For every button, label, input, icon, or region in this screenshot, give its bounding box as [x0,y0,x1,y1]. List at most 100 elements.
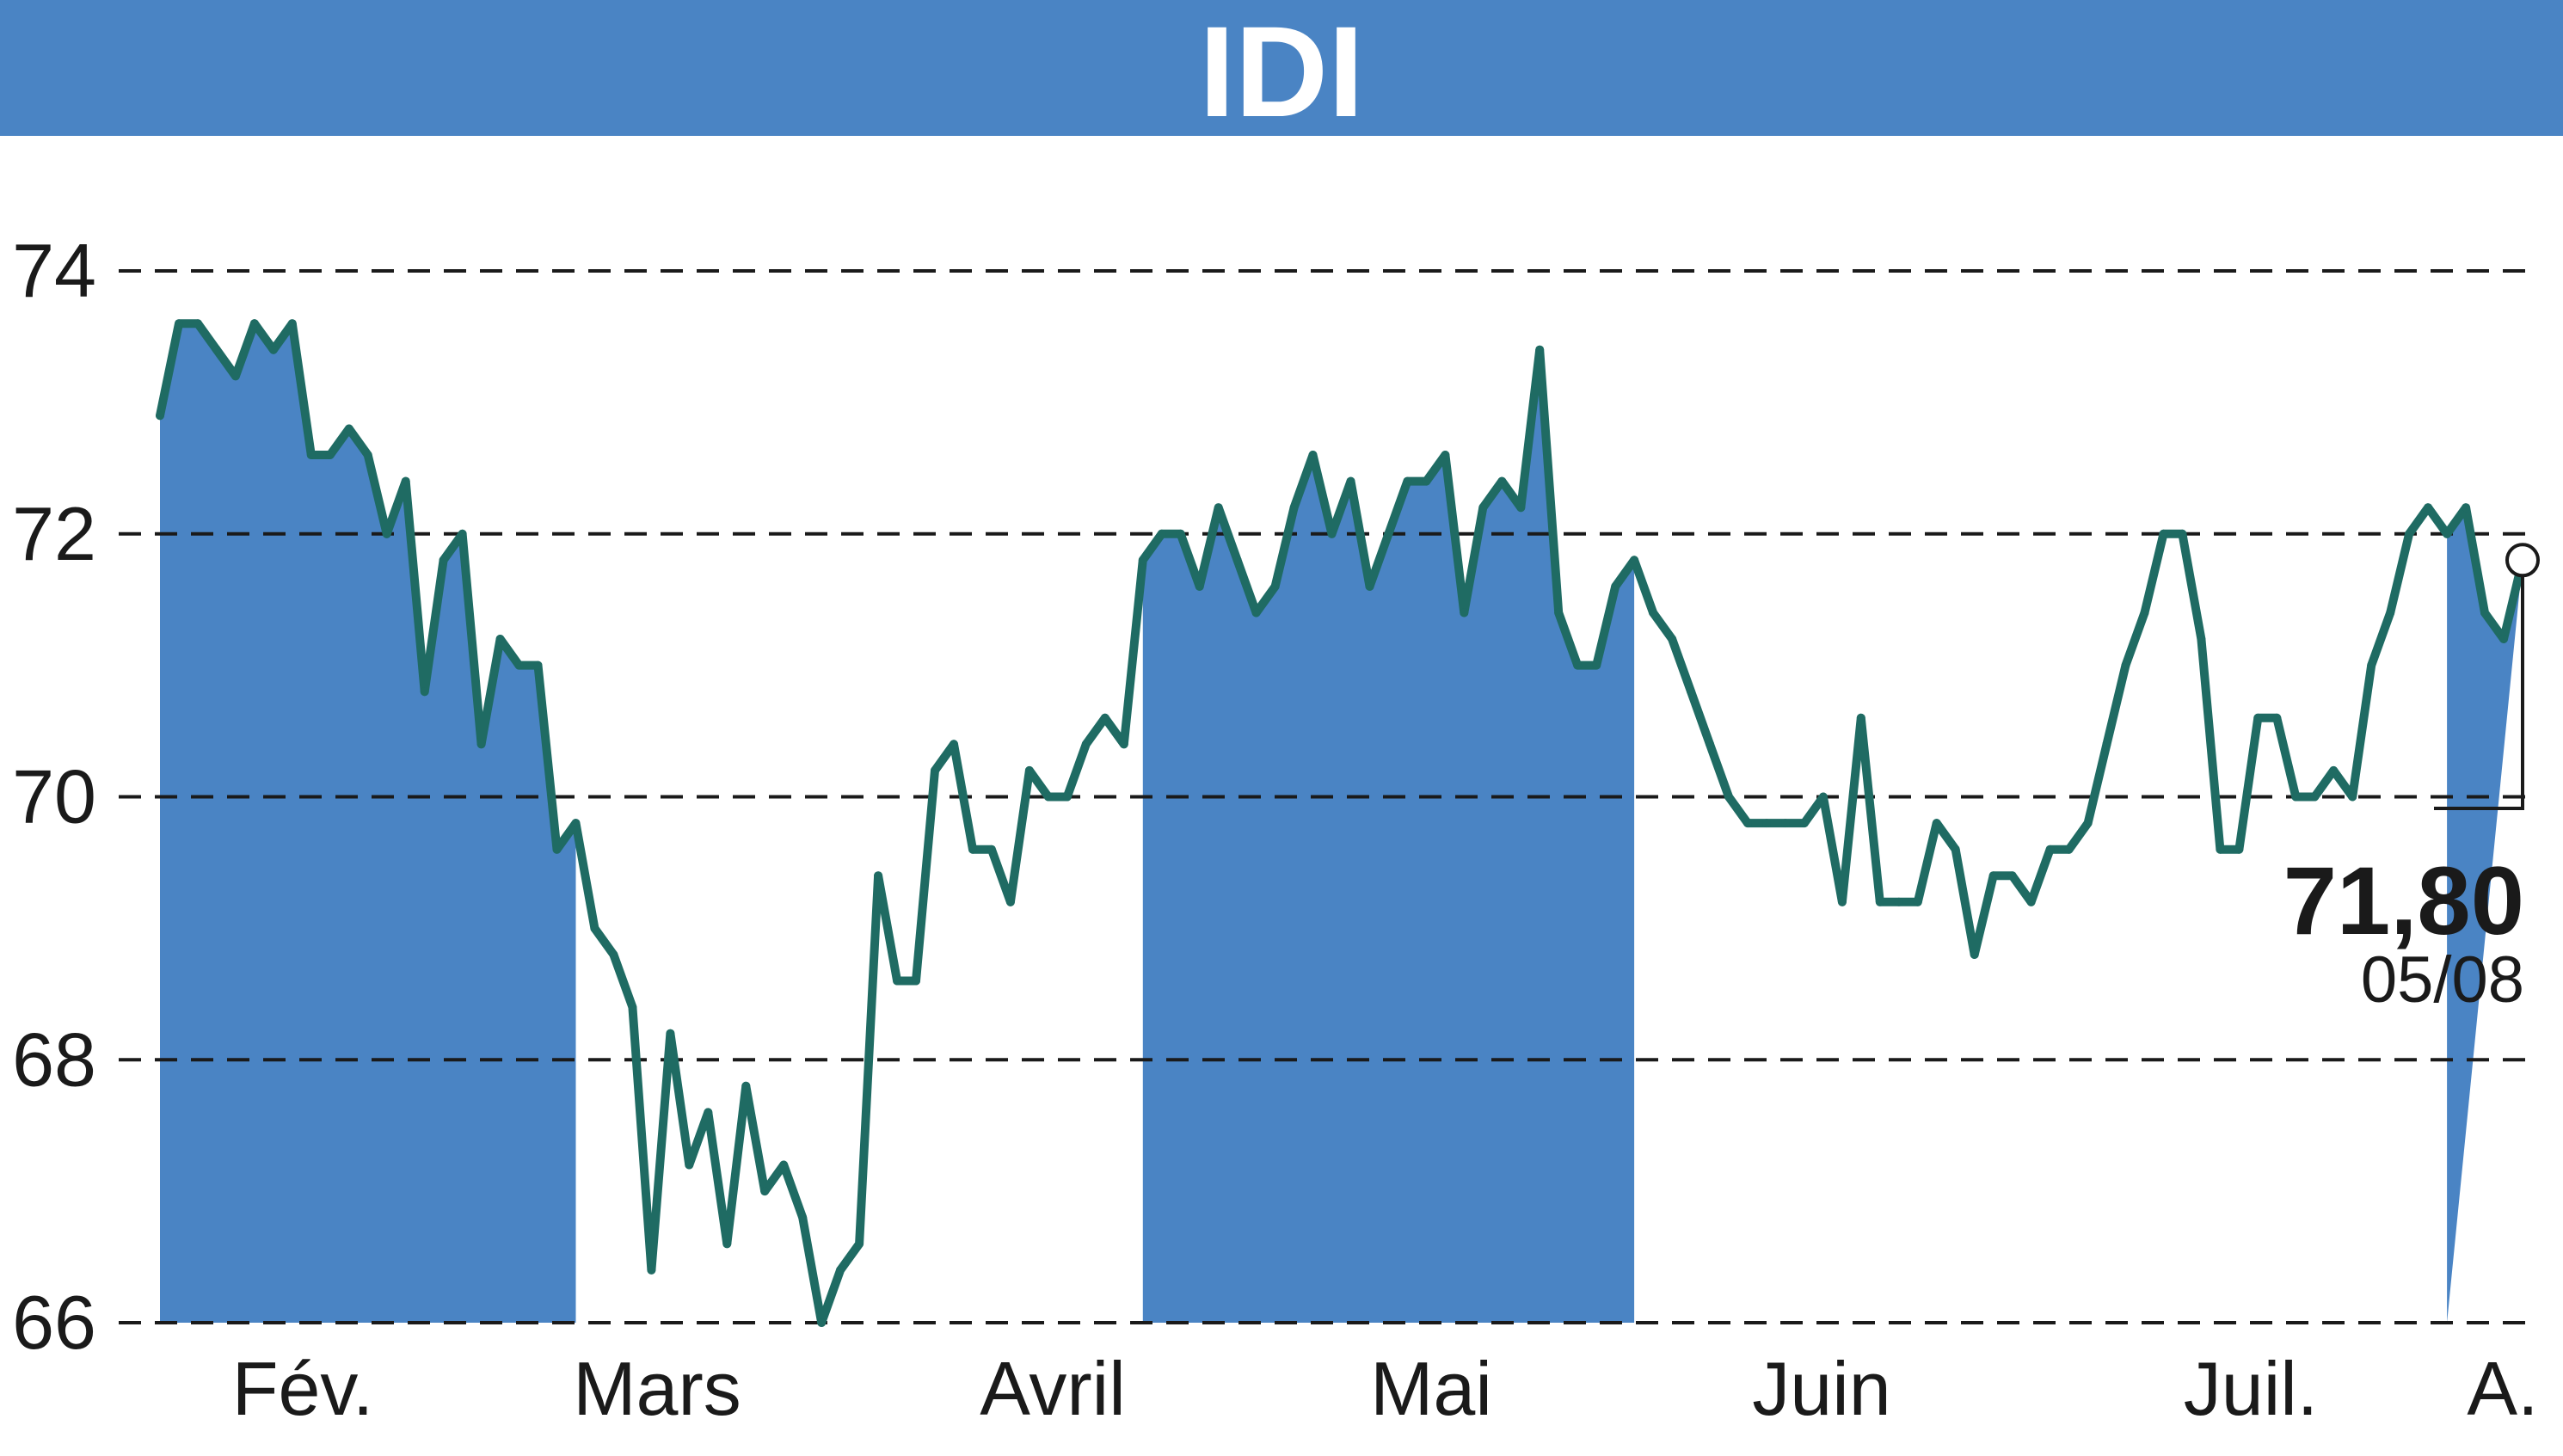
price-point [2405,529,2414,538]
series-group [156,319,2527,1327]
price-point [666,1029,675,1038]
price-point [1932,819,1941,828]
price-point [230,372,240,381]
price-point [2083,819,2093,828]
price-point [1062,792,1072,802]
price-point [1043,792,1053,802]
price-point [874,871,883,881]
last-price-marker [2505,543,2540,578]
price-point [628,1003,637,1012]
price-point [2499,635,2508,643]
price-point [1138,556,1147,565]
x-tick-label-1: Fév. [232,1346,374,1431]
price-point [760,1187,770,1196]
price-point [2216,845,2225,854]
price-point [212,345,221,354]
price-point [1743,819,1752,828]
price-point [1157,529,1166,538]
y-axis: 66 68 70 72 74 [12,228,96,1365]
price-point [2443,529,2452,538]
price-point [1592,660,1601,670]
price-point [552,845,562,854]
price-point [2159,529,2168,538]
price-point [2026,897,2036,906]
x-tick-label-2: Mars [573,1346,741,1431]
price-point [1687,687,1696,697]
price-point [1799,819,1809,828]
price-point [1422,476,1431,486]
price-point [156,411,164,421]
price-point [2102,740,2111,749]
x-tick-label-3: Avril [980,1346,1126,1431]
price-point [590,924,599,933]
price-point [2386,608,2395,617]
price-point [495,635,505,643]
price-point [2329,765,2339,775]
price-point [1081,740,1091,749]
price-point [1762,819,1771,828]
price-point [287,319,297,329]
price-point [2310,792,2320,802]
price-point [1611,581,1620,591]
grid-lines [119,269,2533,1324]
price-point [439,556,448,565]
price-point [950,740,958,749]
price-point [1988,871,1998,881]
x-tick-label-4: Mai [1370,1346,1492,1431]
price-point [2348,792,2357,802]
price-point [2367,660,2376,670]
price-point [722,1239,732,1249]
month-band-2 [1142,349,1635,1324]
price-point [817,1318,827,1327]
price-point [1573,660,1583,670]
y-tick-label-74: 74 [12,228,96,313]
price-point [2121,660,2130,670]
price-point [1346,476,1355,486]
price-point [1005,897,1015,906]
price-point [2272,713,2282,722]
price-point [1119,740,1128,749]
price-point [1195,581,1204,591]
price-point [1497,476,1507,486]
price-point [2064,845,2074,854]
price-point [1289,503,1299,513]
last-value-label: 71,80 [2283,847,2524,955]
price-point [344,424,353,433]
price-point [1780,819,1790,828]
price-point [1214,503,1223,513]
price-point [931,765,939,775]
price-point [1630,556,1639,565]
price-point [1251,608,1261,617]
price-point [1327,529,1337,538]
price-point [175,319,183,329]
price-point [836,1265,845,1275]
price-point [1100,713,1109,722]
price-point [1818,792,1828,802]
price-point [2480,608,2489,617]
price-point [1913,897,1922,906]
price-point [986,845,996,854]
price-point [1308,451,1318,459]
price-point [1706,740,1714,749]
price-point [571,819,581,828]
y-tick-label-68: 68 [12,1017,96,1102]
price-point [2045,845,2055,854]
last-date-label: 05/08 [2361,943,2524,1017]
price-point [306,451,316,459]
price-point [401,476,410,486]
price-point [1024,765,1034,775]
price-point [1856,713,1865,722]
price-point [514,660,524,670]
last-price-leader [2434,568,2524,810]
price-point [1668,635,1677,643]
price-point [2140,608,2149,617]
price-point [1554,608,1564,617]
x-tick-label-6: Juil. [2184,1346,2319,1431]
price-point [2291,792,2301,802]
price-point [1970,950,1979,959]
price-point [1403,476,1412,486]
month-band-1 [160,323,576,1324]
price-point [1875,897,1884,906]
price-point [268,345,278,354]
